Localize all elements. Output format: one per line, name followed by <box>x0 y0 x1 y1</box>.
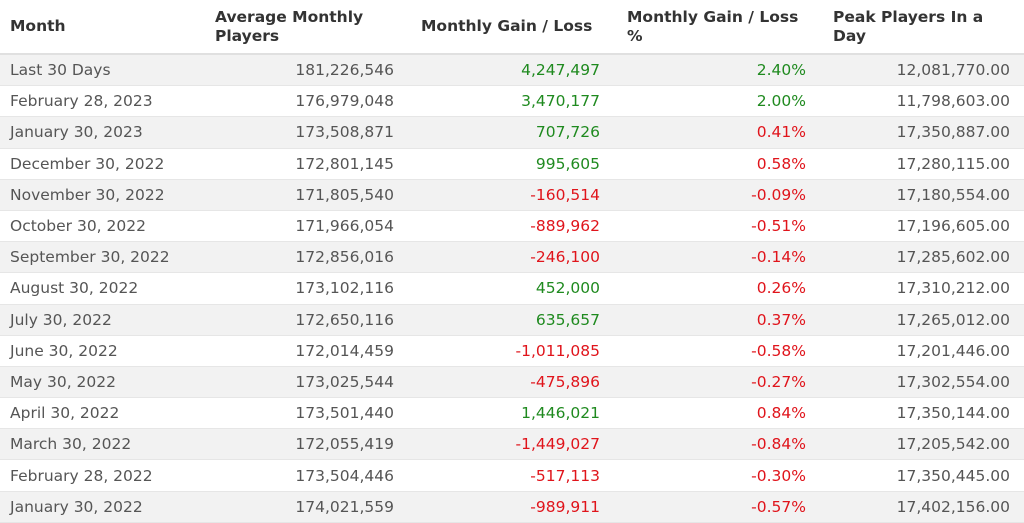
peak-cell: 17,196,605.00 <box>896 217 1010 236</box>
pct-cell: -0.57% <box>751 497 806 516</box>
gain-cell: -1,011,085 <box>515 341 600 360</box>
table-row: February 28, 2023 176,979,048 3,470,177 2.0… <box>0 86 1024 118</box>
peak-cell: 17,265,012.00 <box>896 310 1010 329</box>
header-row: Month Average Monthly Players Monthly Ga… <box>0 0 1024 55</box>
pct-cell: -0.58% <box>751 341 806 360</box>
avg-cell: 173,508,871 <box>295 123 394 142</box>
avg-cell: 173,501,440 <box>295 404 394 423</box>
gain-cell: -475,896 <box>530 372 600 391</box>
month-cell: January 30, 2022 <box>10 497 143 516</box>
gain-cell: -1,449,027 <box>515 435 600 454</box>
month-cell: June 30, 2022 <box>10 341 118 360</box>
header-cell: Average Monthly Players <box>215 7 364 45</box>
gain-cell: 3,470,177 <box>521 92 600 111</box>
avg-cell: 173,102,116 <box>295 279 394 298</box>
gain-cell: 1,446,021 <box>521 404 600 423</box>
header-cell: Monthly Gain / Loss % <box>627 7 799 45</box>
month-cell: February 28, 2022 <box>10 466 153 485</box>
month-cell: April 30, 2022 <box>10 404 120 423</box>
peak-cell: 17,402,156.00 <box>896 497 1010 516</box>
month-cell: January 30, 2023 <box>10 123 143 142</box>
pct-cell: 2.00% <box>756 92 806 111</box>
gain-cell: -517,113 <box>530 466 600 485</box>
pct-cell: 0.37% <box>756 310 806 329</box>
gain-cell: 707,726 <box>535 123 600 142</box>
avg-cell: 173,504,446 <box>295 466 394 485</box>
header-cell: Monthly Gain / Loss <box>421 17 593 35</box>
peak-cell: 12,081,770.00 <box>896 61 1010 80</box>
peak-cell: 17,310,212.00 <box>896 279 1010 298</box>
avg-cell: 171,966,054 <box>295 217 394 236</box>
month-cell: Last 30 Days <box>10 61 111 80</box>
peak-cell: 17,280,115.00 <box>896 154 1010 173</box>
gain-cell: -246,100 <box>530 248 600 267</box>
gain-cell: 4,247,497 <box>521 61 600 80</box>
gain-cell: 635,657 <box>535 310 600 329</box>
avg-cell: 172,856,016 <box>295 248 394 267</box>
gain-cell: 995,605 <box>535 154 600 173</box>
month-cell: November 30, 2022 <box>10 185 165 204</box>
gain-cell: -889,962 <box>530 217 600 236</box>
avg-cell: 176,979,048 <box>295 92 394 111</box>
month-cell: September 30, 2022 <box>10 248 170 267</box>
gain-cell: -989,911 <box>530 497 600 516</box>
avg-cell: 174,021,559 <box>295 497 394 516</box>
month-cell: December 30, 2022 <box>10 154 165 173</box>
peak-cell: 17,350,887.00 <box>896 123 1010 142</box>
table-row: November 30, 2022 171,805,540 -160,514 -0.0… <box>0 179 1024 211</box>
month-cell: February 28, 2023 <box>10 92 153 111</box>
table-row: March 30, 2022 172,055,419 -1,449,027 -0.84… <box>0 429 1024 461</box>
avg-cell: 172,801,145 <box>295 154 394 173</box>
peak-cell: 11,798,603.00 <box>896 92 1010 111</box>
table-row: January 30, 2022 174,021,559 -989,911 -0.57… <box>0 491 1024 523</box>
table-row: July 30, 2022 172,650,116 635,657 0.37% 17,2… <box>0 304 1024 336</box>
table-row: February 28, 2022 173,504,446 -517,113 -0.3… <box>0 460 1024 492</box>
month-cell: May 30, 2022 <box>10 372 116 391</box>
table-row: August 30, 2022 173,102,116 452,000 0.26% 17… <box>0 273 1024 305</box>
pct-cell: 2.40% <box>756 61 806 80</box>
pct-cell: 0.84% <box>756 404 806 423</box>
table-body: Last 30 Days 181,226,546 4,247,497 2.40% 12,… <box>0 55 1024 523</box>
table-row: January 30, 2023 173,508,871 707,726 0.41% 1… <box>0 117 1024 149</box>
gain-cell: 452,000 <box>535 279 600 298</box>
pct-cell: 0.26% <box>756 279 806 298</box>
pct-cell: 0.58% <box>756 154 806 173</box>
month-cell: July 30, 2022 <box>10 310 112 329</box>
month-cell: March 30, 2022 <box>10 435 132 454</box>
avg-cell: 171,805,540 <box>295 185 394 204</box>
pct-cell: -0.30% <box>751 466 806 485</box>
pct-cell: 0.41% <box>756 123 806 142</box>
pct-cell: -0.09% <box>751 185 806 204</box>
peak-cell: 17,201,446.00 <box>896 341 1010 360</box>
pct-cell: -0.51% <box>751 217 806 236</box>
gain-cell: -160,514 <box>530 185 600 204</box>
avg-cell: 181,226,546 <box>295 61 394 80</box>
pct-cell: -0.27% <box>751 372 806 391</box>
table-row: April 30, 2022 173,501,440 1,446,021 0.84% 1… <box>0 398 1024 430</box>
header-cell: Month <box>10 17 66 35</box>
avg-cell: 172,055,419 <box>295 435 394 454</box>
table-row: September 30, 2022 172,856,016 -246,100 -0.… <box>0 242 1024 274</box>
peak-cell: 17,302,554.00 <box>896 372 1010 391</box>
peak-cell: 17,205,542.00 <box>896 435 1010 454</box>
peak-cell: 17,350,144.00 <box>896 404 1010 423</box>
peak-cell: 17,350,445.00 <box>896 466 1010 485</box>
table-row: June 30, 2022 172,014,459 -1,011,085 -0.58%… <box>0 336 1024 367</box>
peak-cell: 17,180,554.00 <box>896 185 1010 204</box>
header-cell: Peak Players In a Day <box>833 7 984 45</box>
month-cell: August 30, 2022 <box>10 279 139 298</box>
avg-cell: 172,650,116 <box>295 310 394 329</box>
pct-cell: -0.14% <box>751 248 806 267</box>
avg-cell: 173,025,544 <box>295 372 394 391</box>
table-row: October 30, 2022 171,966,054 -889,962 -0.51… <box>0 211 1024 243</box>
pct-cell: -0.84% <box>751 435 806 454</box>
peak-cell: 17,285,602.00 <box>896 248 1010 267</box>
table-row: December 30, 2022 172,801,145 995,605 0.58%… <box>0 149 1024 180</box>
avg-cell: 172,014,459 <box>295 341 394 360</box>
table-row: May 30, 2022 173,025,544 -475,896 -0.27% 17,… <box>0 366 1024 399</box>
month-cell: October 30, 2022 <box>10 217 146 236</box>
table-row: Last 30 Days 181,226,546 4,247,497 2.40% 12,… <box>0 55 1024 87</box>
